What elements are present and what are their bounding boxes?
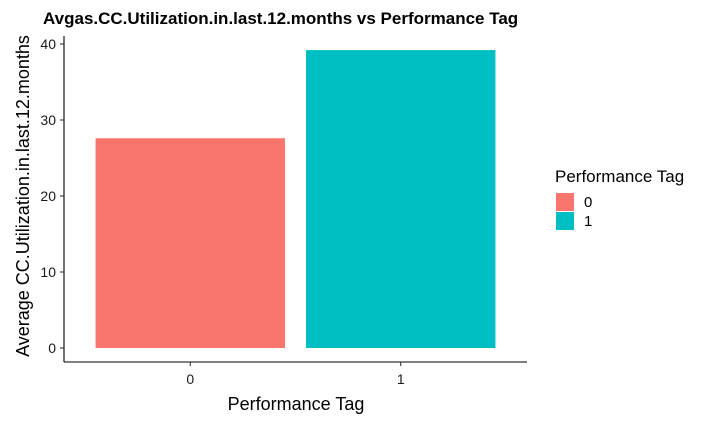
x-tick-label: 0 — [186, 371, 194, 387]
bar-0 — [95, 138, 285, 348]
y-tick-label: 40 — [40, 36, 56, 52]
legend-key-0 — [556, 193, 574, 211]
chart-title: Avgas.CC.Utilization.in.last.12.months v… — [43, 9, 518, 28]
x-axis-title: Performance Tag — [228, 394, 365, 414]
y-tick-label: 20 — [40, 188, 56, 204]
bars — [95, 50, 496, 348]
y-tick-label: 30 — [40, 112, 56, 128]
y-axis: 0 10 20 30 40 — [40, 36, 65, 362]
x-tick-label: 1 — [397, 371, 405, 387]
y-tick-label: 0 — [48, 340, 56, 356]
legend-key-1 — [556, 212, 574, 230]
y-axis-title: Average CC.Utilization.in.last.12.months — [13, 35, 33, 357]
legend-title: Performance Tag — [555, 167, 684, 186]
legend-label-0: 0 — [584, 194, 592, 211]
legend-label-1: 1 — [584, 213, 592, 230]
y-tick-label: 10 — [40, 264, 56, 280]
legend: Performance Tag 01 — [555, 167, 684, 230]
legend-entries: 01 — [556, 193, 592, 230]
bar-1 — [306, 50, 496, 348]
